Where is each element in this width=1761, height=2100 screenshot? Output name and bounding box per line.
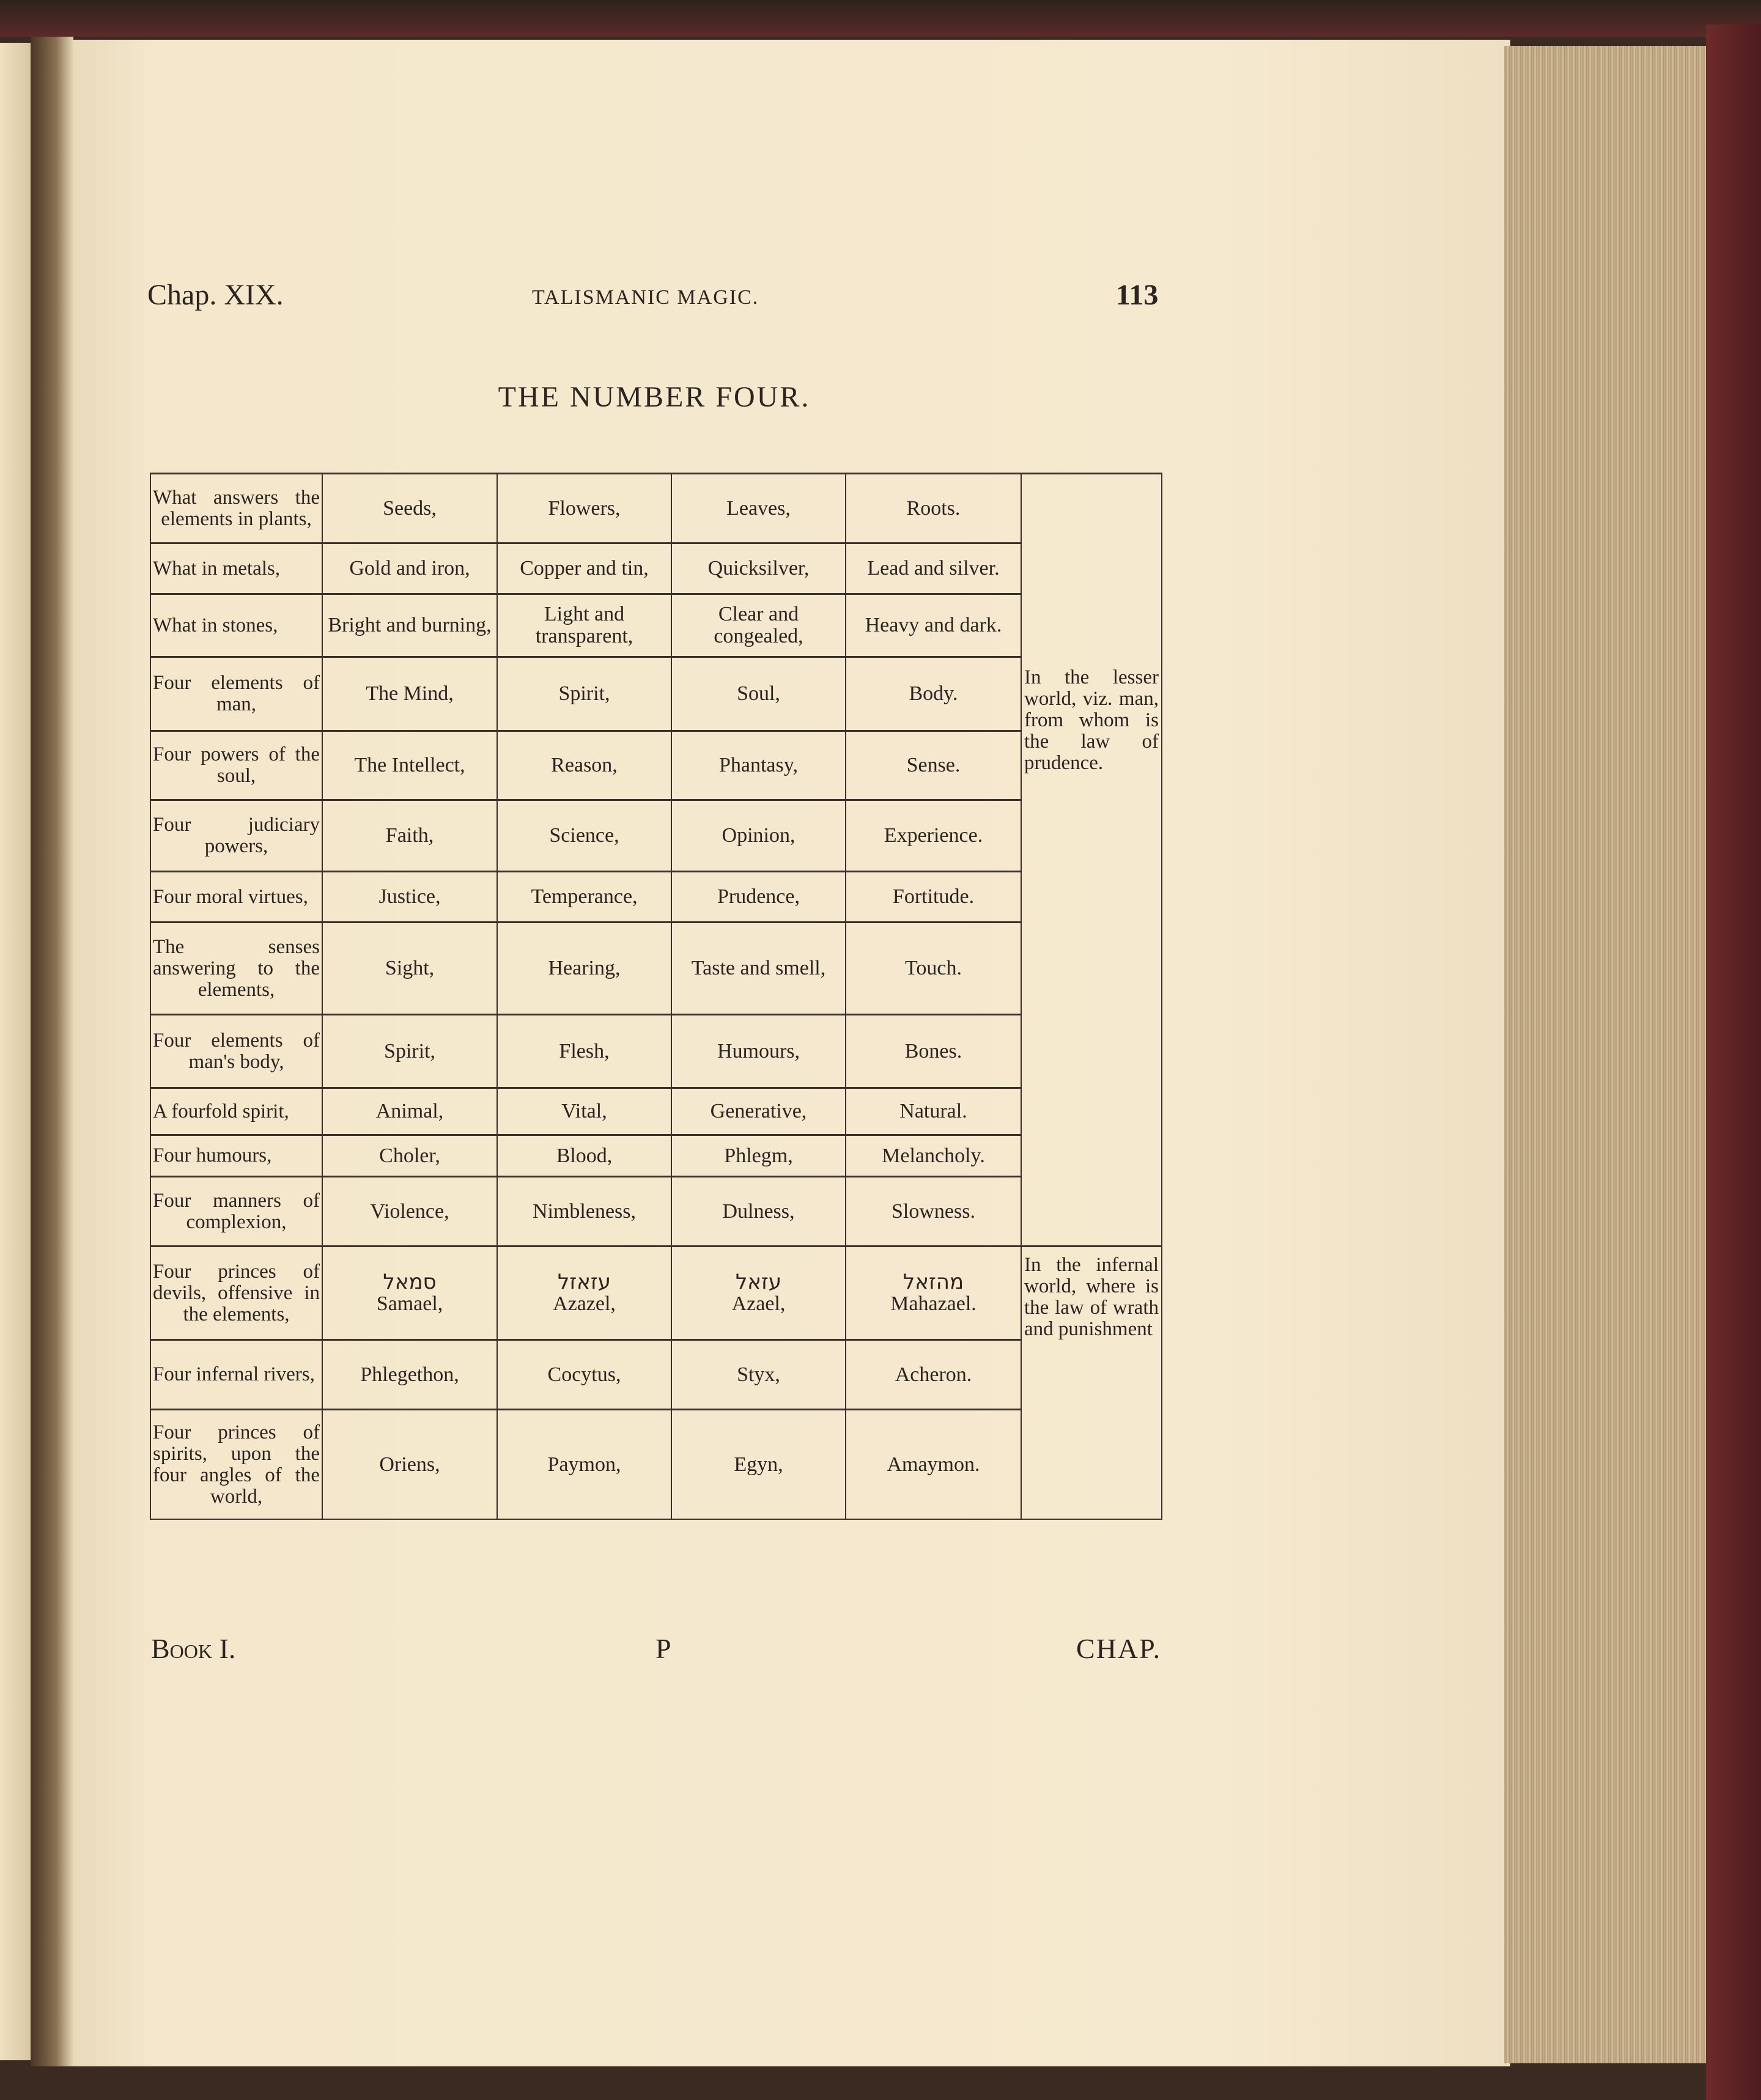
table-cell: Phantasy, [672, 732, 846, 801]
table-cell: Opinion, [672, 801, 846, 872]
table-cell: Bones. [846, 1015, 1022, 1089]
table-cell: Choler, [323, 1136, 498, 1177]
table-cell: Animal, [323, 1089, 498, 1136]
table-cell: Amaymon. [846, 1410, 1022, 1519]
table-cell: Phlegm, [672, 1136, 846, 1177]
hebrew-name: סמאל [383, 1270, 437, 1294]
table-cell: Slowness. [846, 1177, 1022, 1247]
side-note-lesser-world: In the lesser world, viz. man, from whom… [1022, 474, 1161, 1247]
running-title: TALISMANIC MAGIC. [532, 286, 759, 309]
row-label: Four moral virtues, [151, 872, 323, 923]
hebrew-name: עזאזל [558, 1270, 611, 1294]
hebrew-name: עזאל [735, 1270, 782, 1294]
table-cell: Spirit, [323, 1015, 498, 1089]
row-label: Four elements of man, [151, 658, 323, 732]
table-cell: Lead and silver. [846, 544, 1022, 595]
latin-name: Samael, [376, 1292, 443, 1315]
table-cell: Violence, [323, 1177, 498, 1247]
row-label: Four judiciary powers, [151, 801, 323, 872]
table-cell: Body. [846, 658, 1022, 732]
table-cell: Sense. [846, 732, 1022, 801]
row-label: Four powers of the soul, [151, 732, 323, 801]
table-cell: Science, [498, 801, 672, 872]
table-cell: Phlegethon, [323, 1341, 498, 1410]
table-cell: Bright and burning, [323, 595, 498, 658]
table-cell: Reason, [498, 732, 672, 801]
book-gutter [31, 37, 73, 2066]
book-page [67, 40, 1510, 2066]
latin-name: Azael, [731, 1292, 786, 1315]
table-cell: Seeds, [323, 474, 498, 544]
chapter-heading: Chap. XIX. [147, 279, 284, 311]
table-cell: Touch. [846, 923, 1022, 1015]
row-label: Four humours, [151, 1136, 323, 1177]
latin-name: Mahazael. [890, 1292, 976, 1315]
row-label: A fourfold spirit, [151, 1089, 323, 1136]
row-label: Four princes of devils, offensive in the… [151, 1247, 323, 1341]
row-label: The senses answering to the elements, [151, 923, 323, 1015]
table-cell: Justice, [323, 872, 498, 923]
row-label: What in metals, [151, 544, 323, 595]
table-cell: Vital, [498, 1089, 672, 1136]
facing-page-edge [0, 43, 31, 2060]
table-cell: Cocytus, [498, 1341, 672, 1410]
footer-signature: Book I. [151, 1633, 236, 1664]
table-cell: סמאל Samael, [323, 1247, 498, 1341]
footer-signature-mark: P [655, 1633, 671, 1664]
table-title: THE NUMBER FOUR. [498, 381, 811, 413]
table-cell: מהזאל Mahazael. [846, 1247, 1022, 1341]
table-cell: Blood, [498, 1136, 672, 1177]
table-cell: Clear and congealed, [672, 595, 846, 658]
table-cell: Gold and iron, [323, 544, 498, 595]
hebrew-name: מהזאל [903, 1270, 964, 1294]
table-cell: Heavy and dark. [846, 595, 1022, 658]
table-cell: Temperance, [498, 872, 672, 923]
table-cell: Sight, [323, 923, 498, 1015]
table-cell: Spirit, [498, 658, 672, 732]
table-cell: Quicksilver, [672, 544, 846, 595]
table-cell: Copper and tin, [498, 544, 672, 595]
table-cell: The Mind, [323, 658, 498, 732]
table-cell: The Intellect, [323, 732, 498, 801]
table-cell: Fortitude. [846, 872, 1022, 923]
table-cell: Light and transparent, [498, 595, 672, 658]
table-cell: Flowers, [498, 474, 672, 544]
table-cell: Humours, [672, 1015, 846, 1089]
scan-background-top [0, 0, 1761, 37]
row-label: What answers the elements in plants, [151, 474, 323, 544]
number-four-table: In the lesser world, viz. man, from whom… [150, 473, 1162, 1520]
table-cell: Soul, [672, 658, 846, 732]
table-cell: עזאל Azael, [672, 1247, 846, 1341]
latin-name: Azazel, [553, 1292, 616, 1315]
table-cell: Nimbleness, [498, 1177, 672, 1247]
table-cell: Experience. [846, 801, 1022, 872]
table-cell: Dulness, [672, 1177, 846, 1247]
table-cell: Leaves, [672, 474, 846, 544]
row-label: Four infernal rivers, [151, 1341, 323, 1410]
table-cell: עזאזל Azazel, [498, 1247, 672, 1341]
table-cell: Generative, [672, 1089, 846, 1136]
table-cell: Faith, [323, 801, 498, 872]
row-label: Four elements of man's body, [151, 1015, 323, 1089]
table-cell: Styx, [672, 1341, 846, 1410]
table-cell: Prudence, [672, 872, 846, 923]
page-number: 113 [1116, 279, 1159, 311]
table-cell: Egyn, [672, 1410, 846, 1519]
table-cell: Paymon, [498, 1410, 672, 1519]
row-label: Four manners of complexion, [151, 1177, 323, 1247]
footer-catchword: CHAP. [1076, 1633, 1162, 1664]
book-cover-binding [1706, 24, 1761, 2100]
table-cell: Natural. [846, 1089, 1022, 1136]
table-cell: Melancholy. [846, 1136, 1022, 1177]
table-cell: Flesh, [498, 1015, 672, 1089]
page-block-edges [1504, 46, 1706, 2063]
table-cell: Taste and smell, [672, 923, 846, 1015]
table-cell: Oriens, [323, 1410, 498, 1519]
row-label: Four princes of spirits, upon the four a… [151, 1410, 323, 1519]
side-note-infernal-world: In the infernal world, where is the law … [1024, 1254, 1159, 1340]
row-label: What in stones, [151, 595, 323, 658]
table-cell: Roots. [846, 474, 1022, 544]
table-cell: Hearing, [498, 923, 672, 1015]
table-cell: Acheron. [846, 1341, 1022, 1410]
